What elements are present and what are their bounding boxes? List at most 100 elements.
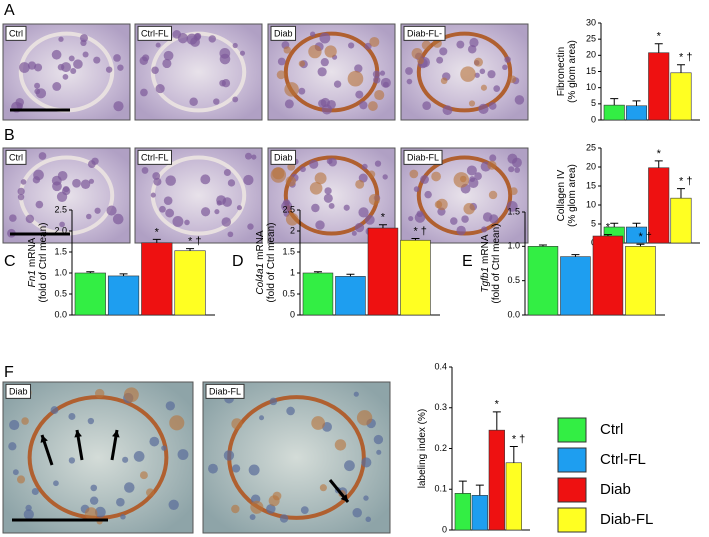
nucleus — [245, 152, 252, 160]
nucleus — [168, 499, 179, 510]
nucleus — [68, 55, 75, 62]
nucleus — [467, 44, 477, 54]
stain — [324, 45, 337, 58]
nucleus — [9, 214, 17, 222]
image-label-box — [270, 149, 297, 165]
error-bar — [346, 273, 355, 277]
stain — [285, 212, 299, 226]
nucleus — [251, 154, 257, 160]
nucleus — [223, 168, 231, 177]
y-axis-label: Fibronectin — [556, 47, 567, 96]
nucleus — [317, 67, 327, 77]
y-axis-label-text: mRNA — [480, 234, 491, 264]
nucleus — [140, 88, 148, 97]
y-axis-label-text: Collagen IV — [556, 169, 567, 221]
bar — [592, 235, 624, 316]
nucleus — [239, 50, 246, 56]
error-bar — [492, 411, 501, 431]
nucleus — [479, 68, 486, 75]
y-tick-label: 1 — [290, 267, 295, 277]
significance-label: * † — [679, 176, 692, 188]
image-label-box — [137, 25, 172, 41]
nucleus — [323, 193, 333, 203]
nucleus — [311, 203, 320, 213]
y-tick-label: 20 — [586, 50, 596, 60]
nucleus — [106, 205, 117, 216]
stain — [434, 200, 443, 209]
y-tick-label: 10 — [586, 199, 596, 209]
y-axis-label-text: Fibronectin — [556, 47, 567, 96]
arrow-head — [74, 430, 82, 438]
nucleus — [507, 153, 518, 164]
nucleus — [68, 412, 76, 420]
nucleus — [319, 32, 331, 44]
nucleus — [35, 200, 44, 209]
nucleus — [354, 64, 363, 73]
image-label: Diab-FL — [209, 386, 241, 396]
nucleus — [112, 213, 124, 225]
error-bar — [152, 238, 161, 243]
nucleus — [300, 506, 309, 514]
nucleus — [227, 231, 234, 238]
nucleus — [355, 90, 364, 99]
arrow-head — [340, 494, 348, 502]
nucleus — [165, 208, 175, 218]
nucleus — [456, 225, 466, 236]
y-tick-label: 30 — [586, 17, 596, 27]
bar — [527, 246, 559, 316]
bar — [488, 429, 505, 531]
nucleus — [373, 434, 384, 445]
nucleus — [165, 401, 175, 411]
legend-label: Diab-FL — [600, 511, 653, 528]
nucleus — [16, 102, 24, 110]
bar — [670, 72, 692, 121]
arrow-head — [112, 430, 120, 438]
stain — [270, 167, 287, 183]
stain — [231, 504, 240, 514]
y-axis-label-text: (fold of Ctrl mean) — [38, 222, 49, 302]
bar — [505, 462, 522, 531]
bar — [560, 256, 591, 316]
nucleus — [31, 487, 39, 496]
nucleus — [113, 54, 121, 62]
micrograph: Diab-FL — [400, 147, 529, 244]
nucleus — [120, 514, 126, 520]
nucleus — [351, 230, 357, 236]
nucleus — [508, 166, 515, 173]
nucleus — [89, 496, 99, 505]
stain — [409, 169, 419, 179]
nucleus — [333, 80, 342, 88]
nucleus — [86, 213, 92, 220]
stain — [356, 410, 373, 426]
stain — [459, 175, 467, 183]
nucleus — [408, 215, 414, 222]
significance-label: * — [606, 222, 611, 234]
micrograph: Diab-FL- — [400, 23, 529, 121]
error-bar — [610, 98, 619, 106]
nucleus — [232, 42, 238, 49]
y-tick-label: 25 — [586, 34, 596, 44]
error-bar — [654, 160, 663, 168]
nucleus — [161, 445, 167, 451]
stain — [417, 57, 424, 65]
stain — [411, 48, 423, 59]
nucleus — [139, 56, 149, 66]
stain — [508, 75, 517, 83]
panel-letter: D — [232, 253, 244, 270]
nucleus — [344, 460, 355, 472]
stain — [487, 160, 497, 170]
stain — [374, 89, 385, 101]
bar — [454, 493, 471, 531]
nucleus — [213, 98, 220, 105]
nucleus — [155, 42, 161, 48]
bar — [400, 239, 431, 316]
nucleus — [514, 95, 525, 105]
nucleus — [25, 214, 35, 224]
image-label: Ctrl-FL — [141, 152, 169, 162]
nucleus — [27, 61, 37, 70]
bar — [648, 52, 670, 121]
y-tick-label: 1.5 — [54, 246, 67, 256]
micrograph: Ctrl — [2, 23, 131, 121]
y-tick-label: 15 — [586, 180, 596, 190]
stain — [367, 170, 376, 178]
